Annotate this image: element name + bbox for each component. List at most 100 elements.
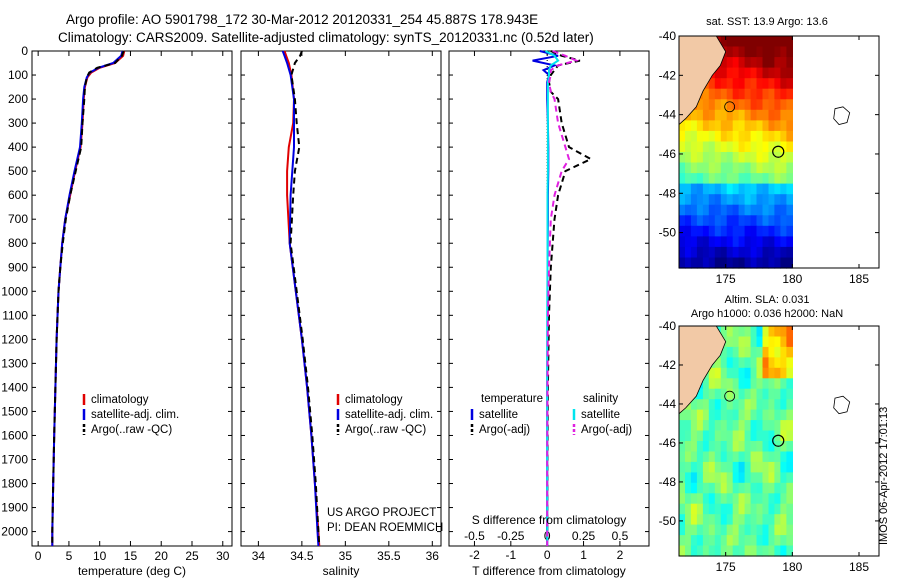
sst-cell bbox=[768, 246, 776, 258]
sst-cell bbox=[708, 109, 716, 121]
sla-cell bbox=[744, 482, 752, 494]
sst-cell bbox=[768, 36, 776, 48]
sst-cell bbox=[708, 236, 716, 248]
sst-cell bbox=[762, 204, 770, 216]
sla-cell bbox=[702, 378, 710, 390]
depth-tick-label: 1000 bbox=[1, 284, 28, 298]
sst-cell bbox=[744, 46, 752, 58]
sst-cell bbox=[762, 162, 770, 174]
argo-float-marker bbox=[772, 145, 785, 158]
sla-cell bbox=[708, 399, 716, 411]
sst-cell bbox=[744, 36, 752, 48]
sla-cell bbox=[750, 357, 758, 369]
sst-cell bbox=[732, 152, 740, 164]
sla-cell bbox=[750, 336, 758, 348]
map-y-tick-label: -44 bbox=[659, 108, 677, 122]
sla-cell bbox=[780, 493, 787, 505]
sla-cell bbox=[738, 545, 746, 557]
sst-cell bbox=[714, 120, 722, 132]
sst-cell bbox=[690, 204, 698, 216]
sst-cell bbox=[756, 36, 764, 48]
sst-cell bbox=[786, 78, 793, 90]
sst-cell bbox=[708, 152, 716, 164]
sst-cell bbox=[690, 120, 698, 132]
sla-cell bbox=[714, 545, 722, 557]
sla-cell bbox=[786, 326, 793, 338]
sla-cell bbox=[756, 461, 764, 473]
map-y-tick-label: -42 bbox=[659, 68, 677, 82]
sla-cell bbox=[744, 441, 752, 453]
sst-cell bbox=[744, 109, 752, 121]
map-y-tick-label: -46 bbox=[659, 147, 677, 161]
sst-cell bbox=[702, 141, 710, 153]
sst-cell bbox=[750, 225, 758, 237]
land-mass bbox=[678, 35, 727, 126]
sst-cell bbox=[738, 152, 746, 164]
sla-cell bbox=[786, 461, 793, 473]
sla-cell bbox=[774, 388, 781, 400]
sla-cell bbox=[714, 472, 722, 484]
depth-tick-label: 900 bbox=[8, 260, 28, 274]
sst-cell bbox=[732, 120, 740, 132]
sst-cell bbox=[780, 152, 787, 164]
sst-cell bbox=[679, 194, 686, 206]
sst-cell bbox=[768, 183, 776, 195]
sst-cell bbox=[786, 57, 793, 69]
sst-cell bbox=[762, 141, 770, 153]
x-tick-label: 30 bbox=[216, 549, 230, 563]
sla-cell bbox=[696, 493, 704, 505]
sst-cell bbox=[738, 57, 746, 69]
sst-cell bbox=[762, 183, 770, 195]
sst-cell bbox=[702, 225, 710, 237]
sst-cell bbox=[738, 215, 746, 227]
sla-cell bbox=[762, 378, 770, 390]
sst-cell bbox=[696, 99, 704, 111]
map-border bbox=[678, 325, 880, 557]
sst-cell bbox=[696, 120, 704, 132]
sla-cell bbox=[714, 535, 722, 547]
sla-cell bbox=[756, 430, 764, 442]
sst-cell bbox=[732, 46, 740, 58]
sla-cell bbox=[714, 430, 722, 442]
sla-cell bbox=[744, 388, 752, 400]
sst-map-panel: sat. SST: 13.9 Argo: 13.6 175 180 185 -40 -4… bbox=[659, 16, 880, 286]
sla-cell bbox=[750, 378, 758, 390]
sst-cell bbox=[774, 36, 781, 48]
x-tick-label: 5 bbox=[66, 549, 73, 563]
sst-cell bbox=[786, 99, 793, 111]
sla-cell bbox=[679, 503, 686, 515]
sla-cell bbox=[726, 357, 734, 369]
sla-cell bbox=[726, 441, 734, 453]
argo-float-marker bbox=[772, 434, 785, 447]
sst-cell bbox=[726, 57, 734, 69]
sla-cell bbox=[738, 399, 746, 411]
sst-cell bbox=[720, 204, 728, 216]
sla-cell bbox=[702, 430, 710, 442]
sla-cell bbox=[780, 451, 787, 463]
sla-cell bbox=[780, 420, 787, 432]
sst-cell bbox=[786, 46, 793, 58]
sla-cell bbox=[768, 535, 776, 547]
sla-cell bbox=[714, 441, 722, 453]
sst-cell bbox=[750, 246, 758, 258]
sla-cell bbox=[744, 420, 752, 432]
sst-cell bbox=[768, 215, 776, 227]
map-y-tick-label: -42 bbox=[659, 358, 677, 372]
sst-cell bbox=[732, 173, 740, 185]
sst-cell bbox=[774, 78, 781, 90]
sst-cell bbox=[732, 78, 740, 90]
sst-cell bbox=[708, 173, 716, 185]
sla-cell bbox=[726, 378, 734, 390]
sla-cell bbox=[744, 451, 752, 463]
sla-cell bbox=[714, 357, 722, 369]
sst-cell bbox=[679, 162, 686, 174]
sst-cell bbox=[708, 162, 716, 174]
sla-cell bbox=[708, 388, 716, 400]
sla-cell bbox=[726, 399, 734, 411]
legend-label: climatology bbox=[91, 394, 149, 406]
sla-cell bbox=[744, 493, 752, 505]
sst-cell bbox=[714, 78, 722, 90]
sla-cell bbox=[768, 493, 776, 505]
depth-tick-label: 0 bbox=[21, 44, 28, 58]
title-line-2: Climatology: CARS2009. Satellite-adjuste… bbox=[58, 30, 594, 45]
